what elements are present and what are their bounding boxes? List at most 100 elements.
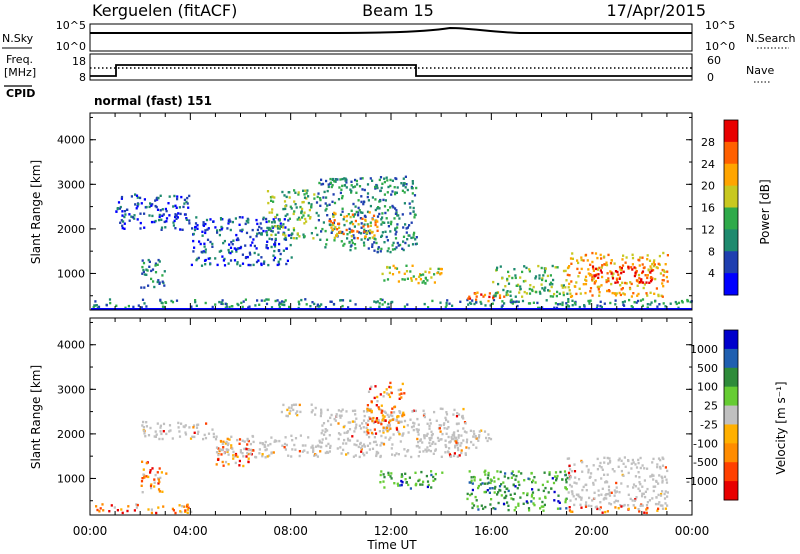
velocity-cell <box>617 507 620 510</box>
power-cell <box>663 270 666 274</box>
power-cell <box>183 202 186 205</box>
velocity-cell <box>563 470 567 473</box>
power-cell <box>326 189 329 193</box>
power-cell <box>580 258 583 262</box>
velocity-cell <box>101 503 104 506</box>
power-cell <box>649 276 652 279</box>
power-cell <box>360 195 363 198</box>
velocity-cell <box>577 493 580 496</box>
velocity-cell <box>293 443 296 447</box>
velocity-cell <box>408 476 411 479</box>
power-cell <box>257 259 260 262</box>
velocity-cell <box>382 429 385 432</box>
velocity-cell <box>95 505 98 508</box>
power-cell <box>148 260 151 263</box>
power-cell <box>647 269 650 272</box>
velocity-cell <box>613 501 616 504</box>
power-cell <box>196 227 199 230</box>
velocity-cell <box>363 445 366 448</box>
power-cell <box>369 204 372 208</box>
power-cell <box>421 281 424 284</box>
velocity-cell <box>397 421 400 424</box>
velocity-cell <box>433 410 436 414</box>
power-cell <box>426 279 429 282</box>
power-cell <box>646 276 649 280</box>
velocity-cell <box>384 411 387 414</box>
velocity-cell <box>290 455 293 458</box>
velocity-cell <box>390 477 393 480</box>
velocity-cell <box>588 476 591 479</box>
power-cell <box>160 226 164 229</box>
power-cell <box>273 249 276 253</box>
velocity-cell <box>573 481 576 484</box>
velocity-cell <box>498 485 502 488</box>
power-cell <box>374 198 377 201</box>
velocity-cell <box>365 422 368 425</box>
power-cell <box>599 304 602 308</box>
power-cell <box>162 281 165 285</box>
velocity-cell <box>342 448 345 452</box>
power-cell <box>436 271 439 275</box>
power-cell <box>139 212 142 215</box>
velocity-cell <box>321 429 324 432</box>
power-cell <box>524 279 527 283</box>
velocity-cell <box>427 483 430 487</box>
velocity-cell <box>568 506 571 509</box>
power-cell <box>150 220 154 224</box>
velocity-cell <box>559 507 562 510</box>
velocity-cell <box>330 413 333 417</box>
power-cell <box>324 229 327 233</box>
velocity-colorbar-tick: -1000 <box>686 475 718 488</box>
velocity-cell <box>587 468 590 471</box>
velocity-cell <box>149 426 152 430</box>
velocity-cell <box>579 503 582 506</box>
nave-tick-top: 60 <box>707 54 721 67</box>
power-cell <box>408 224 411 227</box>
velocity-cell <box>514 506 517 509</box>
velocity-cell <box>655 479 658 483</box>
velocity-cell <box>622 462 625 465</box>
velocity-cell <box>135 503 138 506</box>
velocity-cell <box>400 473 403 476</box>
velocity-cell <box>204 436 208 440</box>
velocity-cell <box>488 487 492 490</box>
power-cell <box>535 290 538 294</box>
velocity-cell <box>367 390 371 393</box>
power-cell <box>244 256 247 260</box>
power-cell <box>468 295 471 298</box>
power-cell <box>403 191 406 194</box>
power-cell <box>204 231 207 235</box>
power-cell <box>394 233 397 236</box>
velocity-cell <box>387 428 391 432</box>
velocity-cell <box>659 458 662 462</box>
velocity-cell <box>403 425 406 429</box>
power-cell <box>482 295 485 298</box>
power-cell <box>332 215 335 218</box>
velocity-cell <box>499 470 502 474</box>
power-cell <box>340 240 343 243</box>
power-cell <box>503 295 506 298</box>
velocity-cell <box>584 483 587 487</box>
velocity-cell <box>400 392 403 395</box>
power-cell <box>646 274 649 277</box>
velocity-cell <box>353 420 356 423</box>
power-cell <box>316 233 319 237</box>
velocity-cell <box>632 486 635 489</box>
velocity-cell <box>355 443 358 447</box>
velocity-cell <box>329 416 332 419</box>
velocity-cell <box>400 479 403 483</box>
nsky-tick-top: 10^5 <box>56 19 86 32</box>
velocity-cell <box>424 448 427 451</box>
velocity-cell <box>232 450 235 454</box>
power-cell <box>319 204 322 207</box>
power-cell <box>139 221 142 225</box>
power-cell <box>627 266 630 269</box>
power-cell <box>135 207 138 210</box>
power-cell <box>619 268 622 271</box>
velocity-cell <box>369 417 372 420</box>
velocity-cell <box>402 432 405 435</box>
power-cell <box>209 263 212 266</box>
power-cell <box>625 282 628 285</box>
power-cell <box>686 298 689 302</box>
velocity-cell <box>489 478 492 481</box>
